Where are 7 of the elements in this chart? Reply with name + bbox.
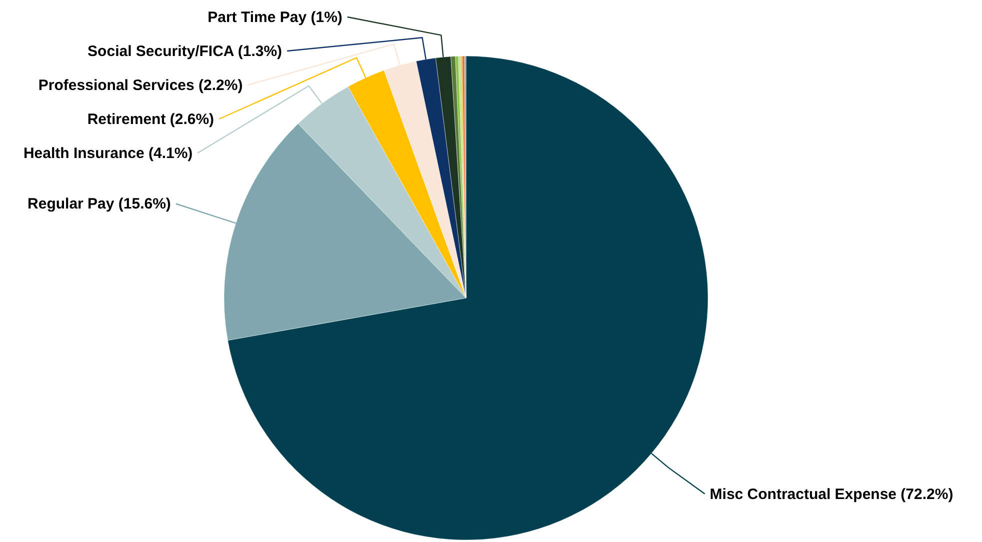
slice-label: Retirement (2.6%) [87,111,214,128]
slice-label: Regular Pay (15.6%) [28,196,171,213]
slice-label: Misc Contractual Expense (72.2%) [710,486,954,503]
slice-label: Professional Services (2.2%) [38,77,243,94]
slice-label: Health Insurance (4.1%) [23,145,193,162]
slice-label: Part Time Pay (1%) [208,9,342,26]
slice-label: Social Security/FICA (1.3%) [88,43,282,60]
